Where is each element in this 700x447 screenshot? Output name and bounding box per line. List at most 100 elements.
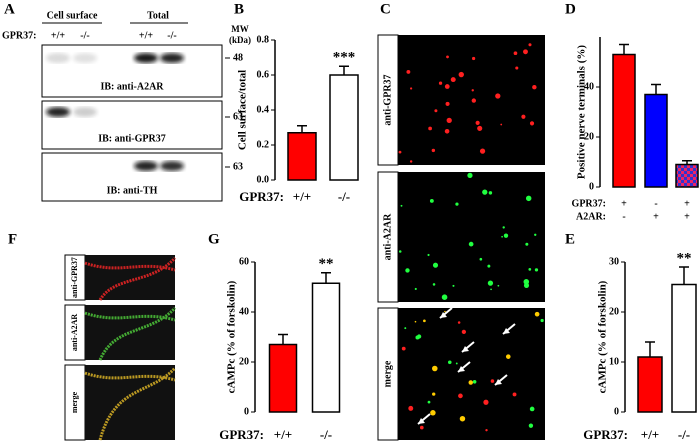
band: [134, 53, 158, 63]
image-label: merge: [70, 391, 79, 413]
y-tick-label: 20: [609, 306, 619, 317]
puncta: [500, 123, 503, 126]
puncta: [540, 318, 544, 323]
puncta: [487, 280, 494, 286]
puncta: [490, 379, 495, 383]
puncta: [459, 415, 466, 422]
micrograph: [398, 35, 545, 165]
puncta: [444, 128, 450, 134]
puncta: [487, 264, 491, 268]
arrow-head: [418, 418, 425, 424]
header: Total: [147, 10, 169, 21]
band: [160, 53, 184, 63]
y-tick-label: 20: [239, 356, 249, 367]
micrograph: [85, 305, 175, 360]
bar: [268, 343, 298, 413]
condition-value: -: [654, 198, 657, 209]
panel-letter: G: [208, 231, 220, 247]
puncta: [415, 335, 420, 340]
blot: [41, 44, 223, 98]
micrograph: [398, 172, 545, 302]
y-tick-label: 0.6: [257, 69, 270, 80]
puncta: [446, 55, 449, 59]
header: Cell surface: [47, 10, 98, 21]
blot-label: IB: anti-TH: [107, 185, 158, 196]
condition-value: +: [684, 211, 690, 222]
puncta: [423, 319, 426, 323]
puncta: [483, 399, 489, 405]
puncta: [479, 257, 483, 261]
puncta: [471, 98, 477, 103]
bar: [311, 282, 341, 413]
puncta: [400, 204, 403, 207]
puncta: [475, 120, 480, 125]
blot-label: IB: anti-GPR37: [98, 133, 166, 144]
puncta: [468, 380, 474, 385]
arrow-head: [440, 312, 447, 318]
puncta: [444, 84, 450, 89]
puncta: [534, 268, 539, 272]
band: [73, 53, 97, 63]
band: [73, 107, 97, 117]
x-axis-label: GPR37:: [219, 427, 264, 442]
puncta: [401, 346, 406, 351]
x-tick-label: -/-: [678, 427, 690, 442]
condition-value: +: [653, 211, 659, 222]
bar: [671, 283, 697, 413]
micrograph: [398, 308, 545, 440]
puncta: [525, 195, 532, 202]
puncta: [525, 242, 529, 246]
blot: [41, 152, 223, 202]
blot-label: IB: anti-A2AR: [100, 81, 164, 92]
puncta: [461, 329, 466, 335]
puncta: [482, 189, 488, 195]
panel-letter: C: [380, 1, 391, 17]
puncta: [410, 87, 413, 90]
puncta: [521, 114, 526, 119]
image-label: merge: [382, 360, 393, 387]
puncta: [472, 379, 477, 384]
bar: [612, 53, 636, 188]
mw-value: 63: [233, 161, 243, 172]
y-axis-label: Positive nerve terminals (%): [576, 45, 588, 179]
puncta: [432, 392, 436, 396]
puncta: [429, 198, 434, 203]
puncta: [406, 69, 411, 74]
band: [46, 107, 70, 117]
y-tick-label: 0: [244, 406, 249, 417]
puncta: [431, 365, 438, 372]
puncta: [515, 66, 519, 70]
puncta: [471, 89, 474, 92]
puncta: [458, 71, 464, 78]
puncta: [450, 77, 456, 83]
panel-letter: F: [8, 231, 17, 247]
puncta: [398, 250, 402, 253]
fiber: [84, 366, 177, 441]
puncta: [431, 148, 436, 153]
bar: [675, 163, 699, 188]
lane-label: -/-: [80, 30, 89, 41]
puncta: [532, 84, 537, 90]
significance: ***: [333, 50, 356, 66]
image-label: anti-GPR37: [70, 257, 79, 298]
puncta: [398, 150, 402, 154]
image-label: anti-GPR37: [382, 74, 393, 125]
significance: **: [319, 256, 334, 272]
puncta: [414, 287, 417, 291]
y-axis-label: Cell surface/total: [237, 70, 249, 150]
puncta: [503, 233, 509, 238]
panel-letter: E: [565, 231, 575, 247]
puncta: [534, 311, 540, 317]
puncta: [490, 288, 492, 291]
puncta: [528, 423, 534, 428]
panel-letter: D: [565, 1, 576, 17]
bar: [644, 93, 668, 188]
genotype-label: GPR37:: [2, 30, 36, 41]
x-axis-label: GPR37:: [583, 427, 628, 442]
bar: [637, 356, 663, 413]
y-tick-label: 0.8: [257, 34, 270, 45]
puncta: [502, 226, 505, 229]
puncta: [414, 320, 417, 323]
puncta: [427, 253, 430, 257]
band: [134, 161, 158, 171]
